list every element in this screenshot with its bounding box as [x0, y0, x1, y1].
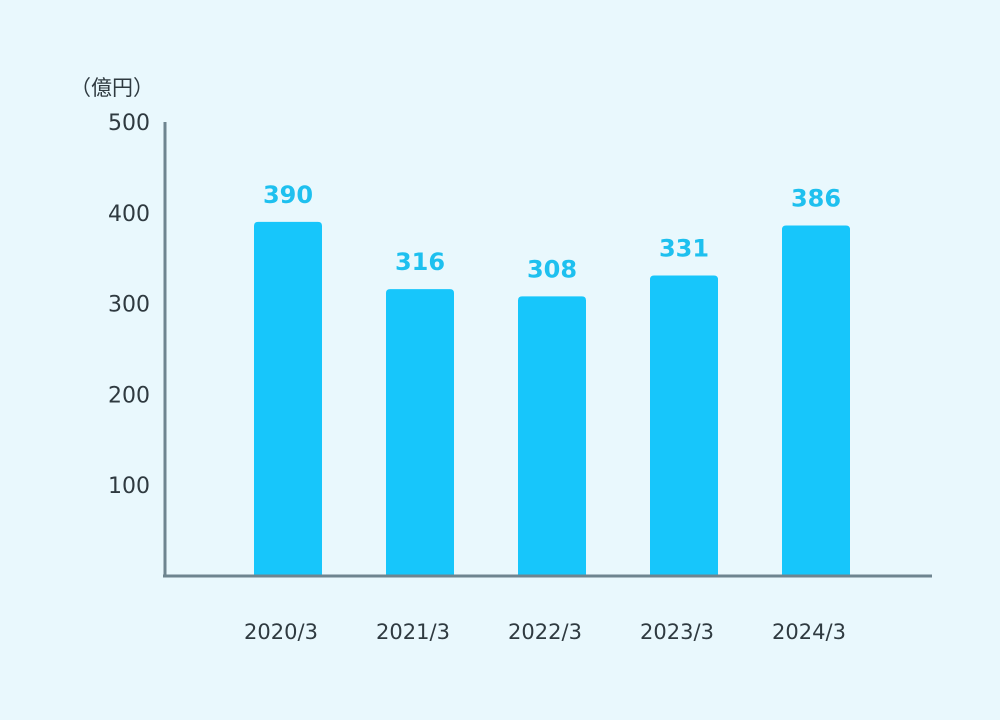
y-axis-unit-label: （億円）	[70, 76, 154, 100]
bar-group	[254, 221, 850, 576]
bar-value-label: 386	[791, 185, 841, 213]
x-tick-label: 2021/3	[376, 620, 450, 644]
y-tick-label: 100	[108, 474, 150, 499]
y-axis-ticks: 100 200 300 400 500	[108, 111, 150, 499]
x-tick-label: 2022/3	[508, 620, 582, 644]
bar	[650, 275, 718, 576]
bar-value-label: 316	[395, 248, 445, 276]
bar	[782, 225, 850, 576]
x-axis-labels: 2020/3 2021/3 2022/3 2023/3 2024/3	[244, 620, 846, 644]
bar	[254, 221, 322, 576]
bar-value-label: 308	[527, 255, 577, 283]
x-tick-label: 2023/3	[640, 620, 714, 644]
x-tick-label: 2020/3	[244, 620, 318, 644]
bar-value-label: 390	[263, 181, 313, 209]
y-tick-label: 200	[108, 383, 150, 408]
y-tick-label: 400	[108, 202, 150, 227]
y-tick-label: 500	[108, 111, 150, 136]
y-tick-label: 300	[108, 293, 150, 318]
bar-value-label: 331	[659, 234, 709, 262]
value-labels: 390 316 308 331 386	[263, 181, 841, 283]
x-tick-label: 2024/3	[772, 620, 846, 644]
bar	[386, 289, 454, 576]
bar	[518, 296, 586, 576]
